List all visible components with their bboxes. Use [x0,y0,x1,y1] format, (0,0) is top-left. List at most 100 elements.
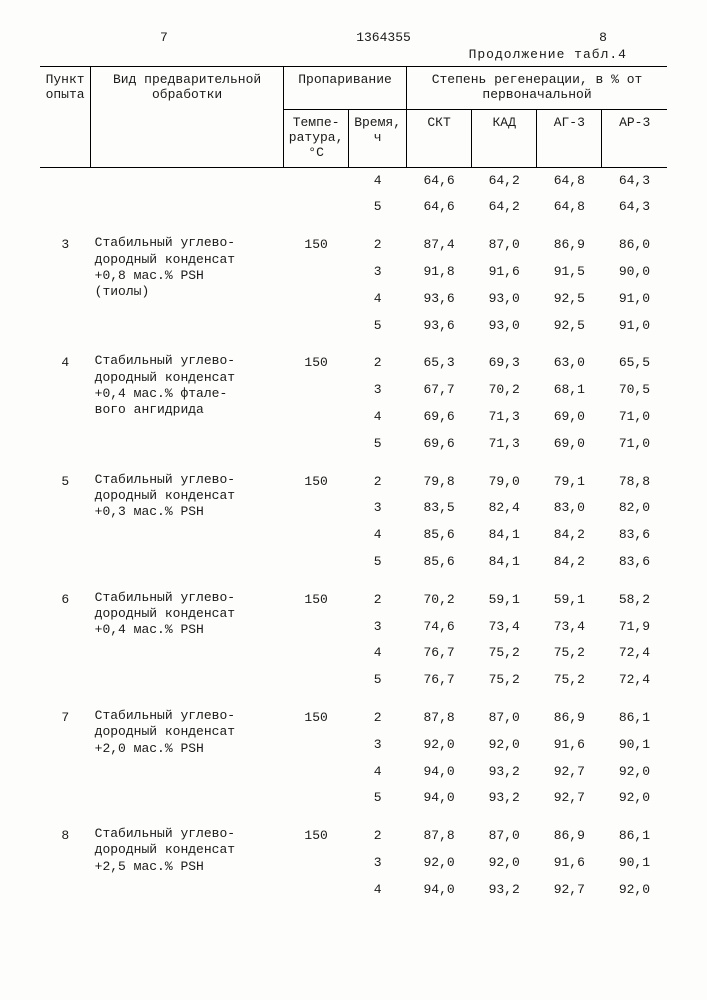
cell-kad: 64,2 [472,194,537,221]
cell-skt: 87,8 [407,812,472,850]
cell-ag3: 69,0 [537,404,602,431]
cell-ag3: 92,7 [537,785,602,812]
table-row: 7Стабильный углево-дородный конденсат+2,… [40,694,667,732]
cell-ag3: 91,6 [537,732,602,759]
cell-skt: 79,8 [407,458,472,496]
cell-skt: 91,8 [407,259,472,286]
cell-temp: 150 [284,576,349,694]
col-time: Время,ч [349,109,407,167]
cell-t: 5 [349,549,407,576]
cell-kad: 73,4 [472,614,537,641]
cell-skt: 92,0 [407,850,472,877]
cell-ag3: 59,1 [537,576,602,614]
cell-ar3: 86,1 [602,812,667,850]
cell-kad: 84,1 [472,522,537,549]
cell-ar3: 91,0 [602,313,667,340]
page-num-right: 8 [599,30,607,45]
cell-skt: 74,6 [407,614,472,641]
cell-punkt: 7 [40,694,91,812]
cell-kad: 75,2 [472,640,537,667]
cell-t: 5 [349,194,407,221]
cell-ag3: 84,2 [537,522,602,549]
cell-temp: 150 [284,694,349,812]
cell-kad: 93,0 [472,286,537,313]
cell-t: 3 [349,495,407,522]
col-regen: Степень регенерации, в % отпервоначально… [407,67,667,110]
cell-t: 4 [349,522,407,549]
cell-ag3: 86,9 [537,221,602,259]
cell-skt: 87,8 [407,694,472,732]
cell-kad: 91,6 [472,259,537,286]
cell-ag3: 86,9 [537,812,602,850]
cell-skt: 94,0 [407,877,472,904]
cell-ar3: 71,0 [602,404,667,431]
cell-skt: 69,6 [407,404,472,431]
cell-ar3: 86,0 [602,221,667,259]
cell-t: 2 [349,458,407,496]
cell-ag3: 92,7 [537,759,602,786]
continuation-label: Продолжение табл.4 [40,47,667,62]
cell-punkt: 3 [40,221,91,339]
cell-skt: 83,5 [407,495,472,522]
cell-t: 4 [349,286,407,313]
cell-temp: 150 [284,339,349,457]
cell-ag3: 91,5 [537,259,602,286]
cell-punkt [40,167,91,221]
cell-t: 2 [349,339,407,377]
cell-ag3: 64,8 [537,194,602,221]
cell-kad: 71,3 [472,431,537,458]
cell-ag3: 79,1 [537,458,602,496]
cell-t: 4 [349,640,407,667]
col-propar: Пропаривание [284,67,407,110]
cell-skt: 65,3 [407,339,472,377]
cell-kad: 92,0 [472,850,537,877]
cell-desc: Стабильный углево-дородный конденсат+0,4… [91,576,284,694]
cell-t: 3 [349,377,407,404]
cell-t: 5 [349,313,407,340]
cell-ar3: 65,5 [602,339,667,377]
cell-ar3: 92,0 [602,759,667,786]
table-body: 464,664,264,864,3564,664,264,864,33Стаби… [40,167,667,903]
cell-punkt: 6 [40,576,91,694]
cell-t: 3 [349,259,407,286]
cell-t: 3 [349,614,407,641]
cell-t: 2 [349,221,407,259]
cell-ar3: 91,0 [602,286,667,313]
cell-ar3: 72,4 [602,667,667,694]
cell-punkt: 5 [40,458,91,576]
cell-skt: 93,6 [407,286,472,313]
cell-skt: 94,0 [407,785,472,812]
cell-skt: 94,0 [407,759,472,786]
cell-kad: 84,1 [472,549,537,576]
cell-kad: 69,3 [472,339,537,377]
cell-ar3: 90,1 [602,732,667,759]
cell-ag3: 75,2 [537,667,602,694]
cell-t: 4 [349,167,407,194]
cell-t: 2 [349,694,407,732]
cell-ar3: 90,0 [602,259,667,286]
cell-kad: 79,0 [472,458,537,496]
cell-ag3: 92,5 [537,286,602,313]
cell-skt: 93,6 [407,313,472,340]
col-skt: СКТ [407,109,472,167]
cell-kad: 87,0 [472,694,537,732]
cell-ag3: 75,2 [537,640,602,667]
col-ar3: АР-3 [602,109,667,167]
cell-ar3: 71,9 [602,614,667,641]
col-vid: Вид предварительнойобработки [91,67,284,168]
cell-ag3: 92,7 [537,877,602,904]
cell-ar3: 70,5 [602,377,667,404]
cell-skt: 69,6 [407,431,472,458]
cell-ar3: 92,0 [602,785,667,812]
cell-ar3: 58,2 [602,576,667,614]
cell-desc: Стабильный углево-дородный конденсат+2,5… [91,812,284,903]
cell-t: 4 [349,877,407,904]
cell-t: 5 [349,431,407,458]
cell-desc: Стабильный углево-дородный конденсат+0,3… [91,458,284,576]
cell-kad: 92,0 [472,732,537,759]
cell-ag3: 63,0 [537,339,602,377]
cell-ag3: 83,0 [537,495,602,522]
cell-kad: 82,4 [472,495,537,522]
cell-ag3: 64,8 [537,167,602,194]
cell-skt: 70,2 [407,576,472,614]
